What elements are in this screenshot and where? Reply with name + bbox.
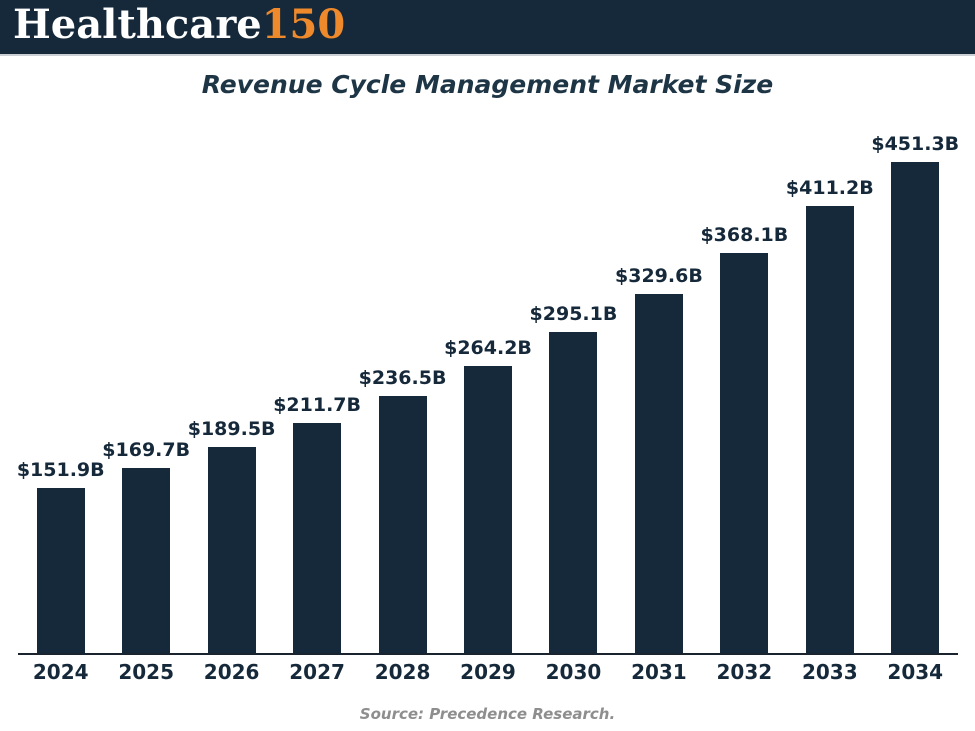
bar-value-label: $151.9B bbox=[16, 459, 105, 481]
bar-column-2034: $451.3B bbox=[871, 133, 960, 653]
bar-column-2031: $329.6B bbox=[615, 265, 703, 653]
x-tick-label-2029: 2029 bbox=[460, 660, 516, 684]
header-banner: Healthcare150 bbox=[0, 0, 975, 56]
x-tick-label-2033: 2033 bbox=[801, 660, 858, 684]
x-tick-label-2030: 2030 bbox=[545, 660, 602, 684]
x-tick-label-2032: 2032 bbox=[716, 660, 773, 684]
bar-2026 bbox=[207, 447, 256, 653]
x-axis-line bbox=[18, 653, 958, 655]
bar-value-label: $295.1B bbox=[529, 303, 618, 325]
bar-column-2032: $368.1B bbox=[700, 224, 789, 653]
x-tick-label-2024: 2024 bbox=[32, 660, 89, 684]
x-axis-tick-labels: 2024 2025 2026 2027 2028 2029 2030 2031 2032 2033… bbox=[18, 660, 958, 684]
bar-value-label: $411.2B bbox=[785, 177, 874, 199]
bar-column-2025: $169.7B bbox=[102, 439, 191, 653]
bar-value-label: $264.2B bbox=[444, 337, 532, 359]
bar-2029 bbox=[463, 366, 512, 653]
x-tick-label-2034: 2034 bbox=[887, 660, 944, 684]
bar-2030 bbox=[549, 332, 598, 653]
bar-value-label: $368.1B bbox=[700, 224, 789, 246]
bar-2031 bbox=[634, 294, 683, 653]
x-tick-label-2031: 2031 bbox=[631, 660, 687, 684]
bar-value-label: $189.5B bbox=[187, 418, 276, 440]
bar-2034 bbox=[891, 162, 940, 653]
bar-value-label: $169.7B bbox=[102, 439, 191, 461]
x-tick-label-2027: 2027 bbox=[289, 660, 345, 684]
bar-column-2033: $411.2B bbox=[785, 177, 874, 653]
bar-column-2027: $211.7B bbox=[273, 394, 361, 653]
bar-column-2029: $264.2B bbox=[444, 337, 532, 653]
bar-2027 bbox=[293, 423, 342, 653]
bar-2024 bbox=[36, 488, 85, 653]
logo-accent-150: 150 bbox=[261, 1, 346, 48]
bar-column-2028: $236.5B bbox=[358, 367, 447, 653]
logo-text: Healthcare bbox=[13, 1, 262, 48]
x-tick-label-2026: 2026 bbox=[203, 660, 260, 684]
bar-value-label: $211.7B bbox=[273, 394, 361, 416]
chart-title: Revenue Cycle Management Market Size bbox=[201, 70, 774, 99]
x-tick-label-2025: 2025 bbox=[118, 660, 175, 684]
healthcare150-logo: Healthcare150 bbox=[0, 5, 345, 49]
x-tick-label-2028: 2028 bbox=[374, 660, 431, 684]
source-attribution: Source: Precedence Research. bbox=[359, 705, 616, 723]
bar-2032 bbox=[720, 253, 769, 653]
bar-value-label: $329.6B bbox=[615, 265, 703, 287]
bar-column-2030: $295.1B bbox=[529, 303, 618, 653]
bar-2028 bbox=[378, 396, 427, 653]
bar-2025 bbox=[122, 468, 171, 653]
bar-value-label: $236.5B bbox=[358, 367, 447, 389]
bar-column-2024: $151.9B bbox=[16, 459, 105, 653]
bar-value-label: $451.3B bbox=[871, 133, 960, 155]
bar-column-2026: $189.5B bbox=[187, 418, 276, 653]
bar-chart-plot-area: $151.9B $169.7B $189.5B $211.7B $236.5B $264.… bbox=[16, 128, 960, 653]
bar-2033 bbox=[805, 206, 854, 653]
